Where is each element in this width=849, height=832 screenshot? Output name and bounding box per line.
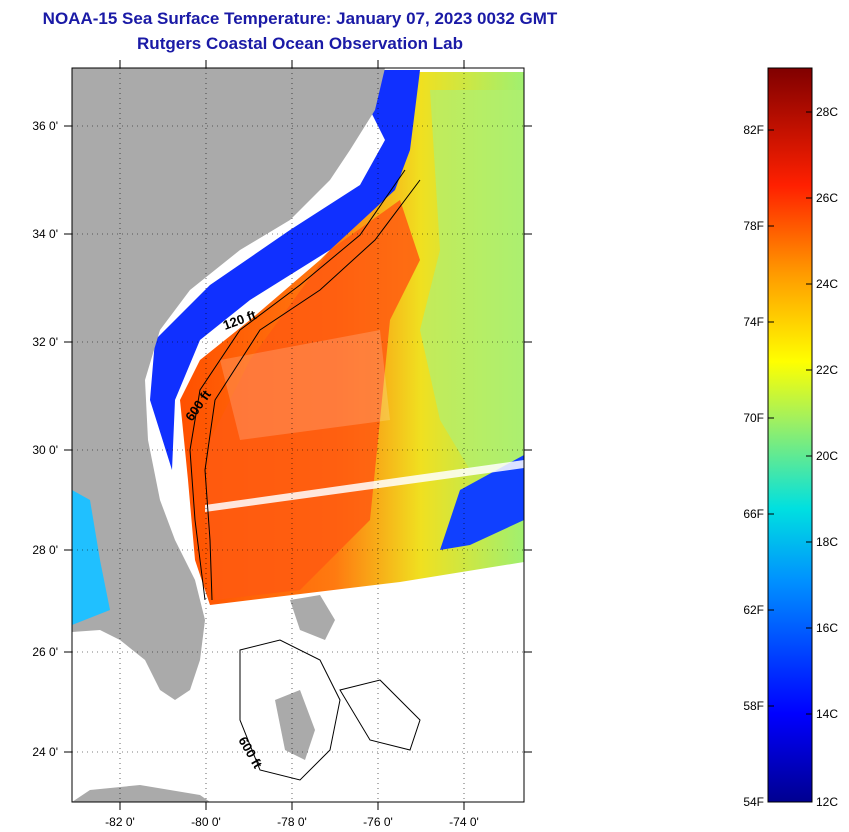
colorbar-label-20c: 20C	[816, 449, 838, 463]
land-bahamas-andros	[275, 690, 315, 760]
colorbar-label-26c: 26C	[816, 191, 838, 205]
isobath-120ft	[189, 169, 406, 601]
gulf-of-mexico-warm	[72, 490, 110, 625]
offshore-green-water	[420, 90, 524, 470]
colorbar-label-66f: 66F	[743, 507, 764, 521]
lat-label-30: 30 0'	[32, 443, 58, 457]
graticule	[72, 68, 524, 802]
colorbar-label-16c: 16C	[816, 621, 838, 635]
colorbar-ticks	[768, 111, 812, 715]
colorbar-label-22c: 22C	[816, 363, 838, 377]
colorbar-label-82f: 82F	[743, 123, 764, 137]
colorbar-label-14c: 14C	[816, 707, 838, 721]
lon-label-78: -78 0'	[277, 815, 307, 829]
colorbar-label-62f: 62F	[743, 603, 764, 617]
colorbar-label-78f: 78F	[743, 219, 764, 233]
colorbar-label-54f: 54F	[743, 795, 764, 809]
colorbar-label-12c: 12C	[816, 795, 838, 809]
lat-label-28: 28 0'	[32, 543, 58, 557]
colorbar-label-74f: 74F	[743, 315, 764, 329]
lat-label-34: 34 0'	[32, 227, 58, 241]
lat-label-32: 32 0'	[32, 335, 58, 349]
isobath-600ft	[204, 179, 421, 601]
lon-label-82: -82 0'	[105, 815, 135, 829]
lat-label-24: 24 0'	[32, 745, 58, 759]
lat-label-26: 26 0'	[32, 645, 58, 659]
land-bahamas-abaco	[290, 595, 335, 640]
map-frame	[71, 67, 525, 803]
lon-label-80: -80 0'	[191, 815, 221, 829]
colorbar	[767, 67, 813, 803]
lon-label-76: -76 0'	[363, 815, 393, 829]
lon-label-74: -74 0'	[449, 815, 479, 829]
land-cuba	[72, 785, 210, 802]
cold-water-south	[440, 455, 524, 550]
cloud-streak	[205, 460, 524, 512]
bahamas-bank-contour-2	[339, 679, 421, 751]
colorbar-label-28c: 28C	[816, 105, 838, 119]
colorbar-label-70f: 70F	[743, 411, 764, 425]
colorbar-label-18c: 18C	[816, 535, 838, 549]
chart-title: NOAA-15 Sea Surface Temperature: January…	[42, 9, 558, 28]
cold-shelf-water	[150, 70, 420, 470]
colorbar-label-24c: 24C	[816, 277, 838, 291]
cloud-speckle	[220, 330, 390, 440]
chart-subtitle: Rutgers Coastal Ocean Observation Lab	[137, 34, 463, 53]
map-ticks	[64, 60, 532, 810]
bahamas-bank-contour	[239, 639, 341, 781]
lat-label-36: 36 0'	[32, 119, 58, 133]
colorbar-label-58f: 58F	[743, 699, 764, 713]
sst-map: 120 ft 600 ft 600 ft	[72, 68, 524, 802]
land-us-southeast	[72, 68, 385, 700]
